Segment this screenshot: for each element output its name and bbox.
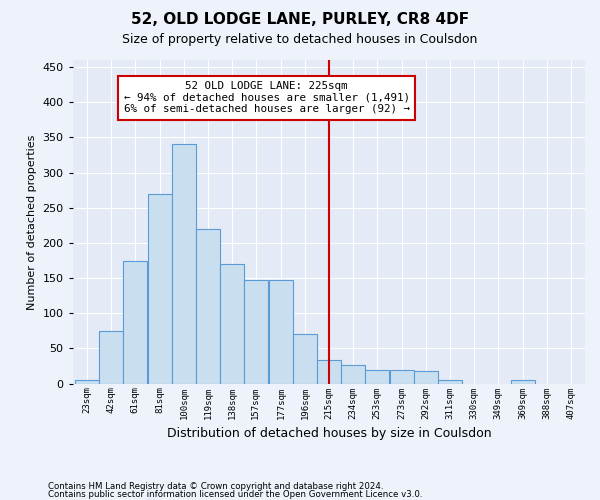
Bar	[75, 380, 99, 384]
Bar	[414, 371, 438, 384]
Bar	[123, 260, 147, 384]
Bar	[244, 280, 268, 384]
Bar	[438, 380, 461, 384]
Text: 52, OLD LODGE LANE, PURLEY, CR8 4DF: 52, OLD LODGE LANE, PURLEY, CR8 4DF	[131, 12, 469, 28]
Bar	[196, 229, 220, 384]
Bar	[220, 264, 244, 384]
Bar	[317, 360, 341, 384]
Bar	[148, 194, 172, 384]
Text: Contains HM Land Registry data © Crown copyright and database right 2024.: Contains HM Land Registry data © Crown c…	[48, 482, 383, 491]
Y-axis label: Number of detached properties: Number of detached properties	[27, 134, 37, 310]
Text: Contains public sector information licensed under the Open Government Licence v3: Contains public sector information licen…	[48, 490, 422, 499]
X-axis label: Distribution of detached houses by size in Coulsdon: Distribution of detached houses by size …	[167, 427, 491, 440]
Bar	[390, 370, 414, 384]
Bar	[269, 280, 293, 384]
Bar	[341, 364, 365, 384]
Text: Size of property relative to detached houses in Coulsdon: Size of property relative to detached ho…	[122, 32, 478, 46]
Bar	[365, 370, 389, 384]
Bar	[172, 144, 196, 384]
Bar	[511, 380, 535, 384]
Text: 52 OLD LODGE LANE: 225sqm
← 94% of detached houses are smaller (1,491)
6% of sem: 52 OLD LODGE LANE: 225sqm ← 94% of detac…	[124, 81, 410, 114]
Bar	[99, 331, 123, 384]
Bar	[293, 334, 317, 384]
